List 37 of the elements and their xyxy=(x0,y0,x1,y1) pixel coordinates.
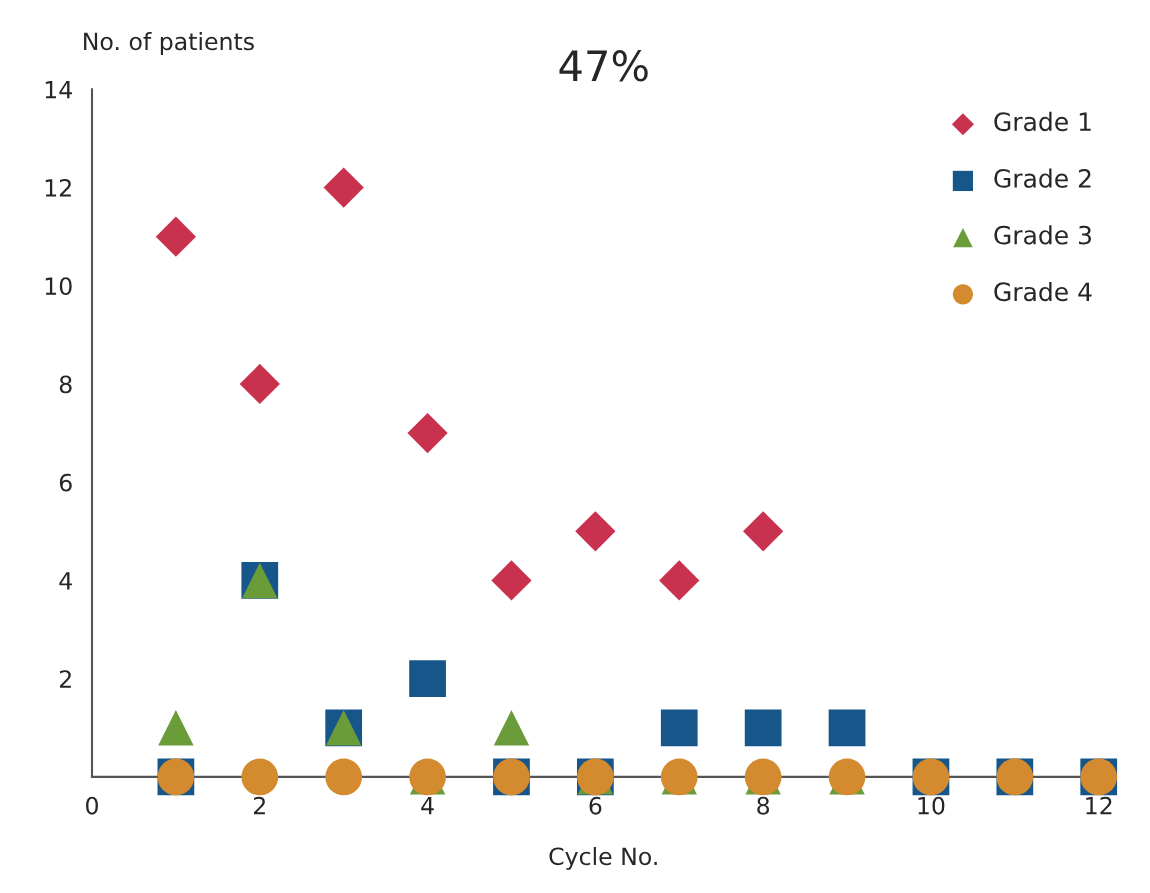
legend-label: Grade 4 xyxy=(994,281,1092,302)
legend-label: Grade 3 xyxy=(994,225,1091,245)
x-tick-label: 2 xyxy=(254,796,265,815)
y-tick-label: 12 xyxy=(45,178,71,197)
legend-label: Grade 1 xyxy=(994,111,1091,132)
point xyxy=(155,216,197,257)
x-tick-label: 8 xyxy=(757,796,770,815)
point xyxy=(828,709,866,747)
point xyxy=(659,560,700,601)
x-axis-title: Cycle No. xyxy=(549,846,657,870)
point xyxy=(491,560,532,601)
point xyxy=(744,709,782,747)
legend-label: Grade 2 xyxy=(994,168,1091,188)
point xyxy=(239,363,280,405)
chart-title: 47% xyxy=(559,50,648,82)
point xyxy=(743,511,784,552)
x-tick-label: 10 xyxy=(918,796,945,815)
y-tick-label: 8 xyxy=(59,375,72,394)
point xyxy=(407,412,448,454)
point xyxy=(493,710,530,746)
point xyxy=(325,758,363,796)
x-tick-label: 4 xyxy=(421,797,434,815)
y-tick-label: 6 xyxy=(59,473,72,492)
point xyxy=(409,660,446,698)
point xyxy=(660,709,698,747)
x-tick-label: 6 xyxy=(589,796,602,815)
y-tick-label: 4 xyxy=(59,572,72,590)
y-tick-label: 10 xyxy=(45,277,72,296)
point xyxy=(575,511,616,552)
point xyxy=(241,758,279,796)
y-tick-label: 2 xyxy=(59,670,71,688)
y-axis-title: No. of patients xyxy=(84,32,254,55)
point xyxy=(323,167,364,208)
x-tick-label: 12 xyxy=(1086,796,1112,815)
point xyxy=(158,710,194,746)
x-tick-label: 0 xyxy=(86,796,98,815)
y-tick-label: 14 xyxy=(45,81,72,99)
